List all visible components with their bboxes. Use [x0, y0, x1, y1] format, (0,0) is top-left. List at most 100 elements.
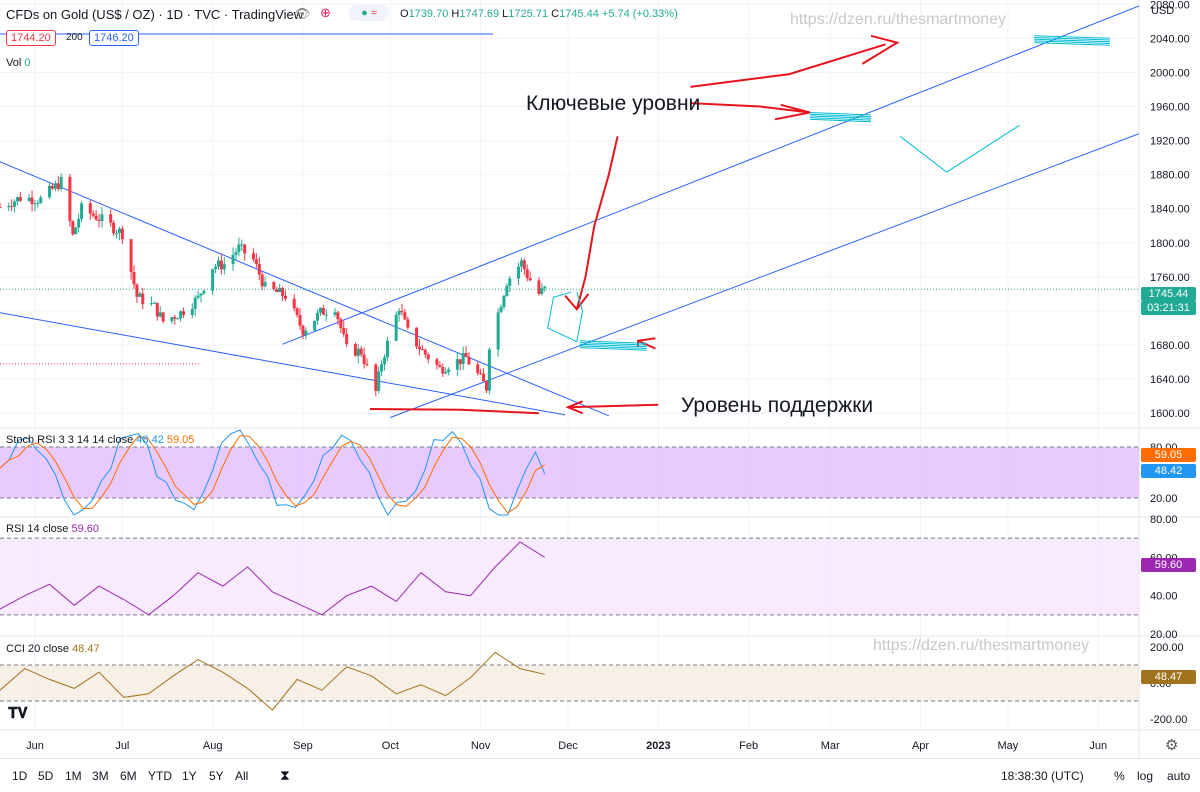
candle-body — [377, 371, 381, 391]
rsi-legend[interactable]: RSI 14 close 59.60 — [6, 523, 99, 535]
gear-icon[interactable]: ⚙ — [1165, 737, 1179, 754]
symbol-title[interactable]: CFDs on Gold (US$ / OZ) · 1D · TVC · Tra… — [6, 7, 304, 22]
arrow-keylevel-shaft — [690, 102, 810, 114]
currency-label[interactable]: USD — [1151, 5, 1175, 17]
arrow-down-head — [564, 293, 590, 311]
candle-body — [77, 218, 81, 228]
date-range-icon[interactable]: ⧗ — [280, 767, 290, 783]
candle-body — [179, 311, 183, 319]
candle-body — [278, 287, 282, 293]
x-tick-label-2: Aug — [203, 740, 223, 752]
candle-body — [68, 176, 72, 222]
level-hatch-top — [1034, 37, 1110, 41]
market-status-icon[interactable]: ● ≈ — [349, 5, 389, 21]
candle-body — [251, 253, 255, 260]
candle-body — [476, 364, 480, 374]
level-hatch-mid — [809, 112, 872, 116]
range-1d-button[interactable]: 1D — [12, 769, 28, 783]
candle-body — [36, 202, 40, 204]
candle-body — [33, 203, 37, 205]
level-hatch-low — [579, 340, 647, 344]
candle-body — [193, 297, 197, 309]
candle-body — [380, 364, 384, 372]
hand-check — [899, 124, 1020, 173]
indicator-tick-2-0: 200.00 — [1150, 642, 1184, 654]
eye-icon[interactable]: 👁 — [294, 6, 311, 21]
y-tick-label-6: 1840.00 — [1150, 204, 1190, 216]
candle-body — [458, 359, 462, 365]
indicator-band — [0, 447, 1139, 498]
candle-body — [374, 364, 378, 391]
arrow-top-head — [861, 34, 900, 65]
range-all-button[interactable]: All — [235, 769, 249, 783]
last-price-badge: 1745.44 — [1141, 287, 1196, 301]
arrow-down-shaft — [575, 136, 619, 310]
candle-body — [333, 312, 337, 315]
candle-body — [435, 359, 439, 366]
candle-body — [74, 227, 78, 235]
range-6m-button[interactable]: 6M — [120, 769, 137, 783]
candle-body — [525, 269, 529, 279]
y-tick-label-7: 1800.00 — [1150, 238, 1190, 250]
stoch-d-badge: 59.05 — [1141, 448, 1196, 462]
candle-body — [161, 312, 165, 322]
x-tick-label-11: May — [998, 740, 1019, 752]
watermark-bottom: https://dzen.ru/thesmartmoney — [873, 637, 1090, 654]
clock-time[interactable]: 18:38:30 (UTC) — [1001, 769, 1084, 783]
candle-body — [222, 264, 226, 270]
indicator-band — [0, 538, 1139, 615]
candle-body — [537, 280, 541, 294]
candle-body — [48, 185, 52, 198]
percent-toggle[interactable]: % — [1114, 769, 1125, 783]
bid-button[interactable]: 1744.20 — [6, 30, 56, 46]
candle-body — [316, 312, 320, 321]
candle-body — [237, 244, 241, 253]
y-tick-label-3: 1960.00 — [1150, 102, 1190, 114]
y-tick-label-12: 1600.00 — [1150, 408, 1190, 420]
candle-body — [173, 317, 177, 319]
stoch-rsi-legend[interactable]: Stoch RSI 3 3 14 14 close 48.42 59.05 — [6, 434, 195, 446]
range-1m-button[interactable]: 1M — [65, 769, 82, 783]
candle-body — [447, 369, 451, 372]
candle-body — [129, 239, 133, 272]
candle-body — [15, 197, 19, 202]
candle-body — [336, 312, 340, 320]
candle-body — [502, 295, 506, 308]
range-3m-button[interactable]: 3M — [92, 769, 109, 783]
candle-body — [383, 357, 387, 365]
indicator-tick-0-1: 20.00 — [1150, 493, 1178, 505]
y-tick-label-0: 2080.00 — [1150, 0, 1190, 11]
candle-body — [18, 197, 22, 201]
level-hatch-mid — [809, 117, 872, 121]
candle-body — [353, 344, 357, 356]
y-tick-label-2: 2000.00 — [1150, 67, 1190, 79]
candle-body — [345, 334, 349, 345]
candle-body — [482, 373, 486, 382]
x-tick-label-0: Jun — [26, 740, 44, 752]
bar-countdown: 03:21:31 — [1141, 301, 1196, 315]
range-5d-button[interactable]: 5D — [38, 769, 54, 783]
add-compare-icon[interactable]: ⊕ — [320, 5, 331, 20]
range-1y-button[interactable]: 1Y — [182, 769, 197, 783]
volume-legend[interactable]: Vol 0 — [6, 57, 31, 69]
candle-body — [362, 354, 366, 364]
stoch-d-line — [0, 435, 545, 514]
range-ytd-button[interactable]: YTD — [148, 769, 172, 783]
x-tick-label-10: Apr — [912, 740, 929, 752]
auto-toggle[interactable]: auto — [1167, 769, 1191, 783]
downtrend-line-lower — [0, 312, 566, 416]
candle-body — [508, 278, 512, 286]
candle-body — [59, 176, 63, 190]
candle-body — [231, 254, 235, 265]
uptrend-channel-lower — [390, 133, 1139, 418]
tradingview-logo[interactable]: 𝐓𝐕 — [8, 705, 28, 722]
candle-body — [313, 320, 317, 331]
ask-button[interactable]: 1746.20 — [89, 30, 139, 46]
cci-legend[interactable]: CCI 20 close 48.47 — [6, 643, 100, 655]
uptrend-channel-upper — [282, 5, 1139, 345]
range-5y-button[interactable]: 5Y — [209, 769, 224, 783]
candle-body — [397, 310, 401, 315]
candle-body — [505, 285, 509, 296]
log-toggle[interactable]: log — [1137, 769, 1154, 783]
